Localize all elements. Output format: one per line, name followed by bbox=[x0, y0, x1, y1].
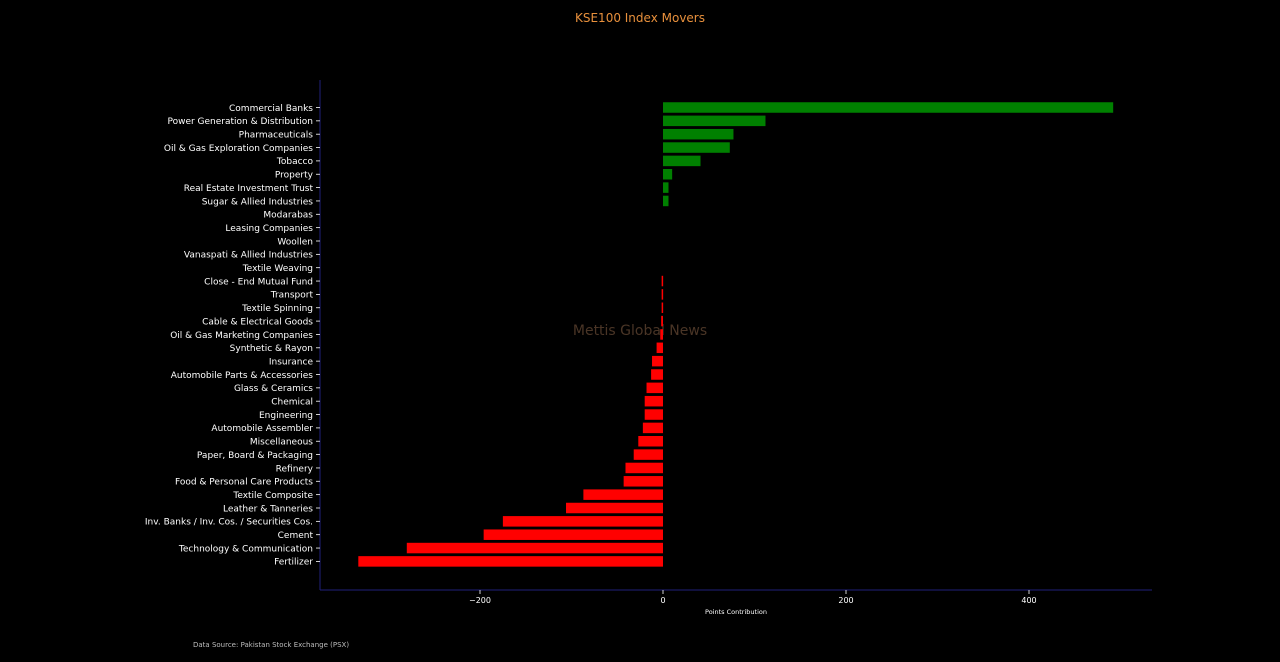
bar bbox=[660, 329, 663, 340]
y-tick-label: Automobile Assembler bbox=[211, 424, 313, 434]
y-tick-label: Textile Composite bbox=[232, 491, 313, 501]
bar bbox=[656, 342, 663, 354]
bar bbox=[663, 195, 669, 207]
y-tick-label: Pharmaceuticals bbox=[239, 131, 314, 141]
y-tick-label: Refinery bbox=[276, 464, 314, 474]
bar bbox=[623, 476, 663, 487]
y-tick-label: Leather & Tanneries bbox=[223, 504, 313, 514]
y-tick-label: Inv. Banks / Inv. Cos. / Securities Cos. bbox=[145, 518, 313, 528]
y-tick-label: Cement bbox=[278, 531, 314, 541]
bar bbox=[633, 449, 663, 460]
y-tick-label: Cable & Electrical Goods bbox=[202, 317, 313, 327]
y-tick-label: Vanaspati & Allied Industries bbox=[184, 251, 313, 261]
y-tick-label: Oil & Gas Marketing Companies bbox=[170, 331, 313, 341]
bar bbox=[652, 355, 663, 367]
y-tick-label: Transport bbox=[270, 291, 314, 301]
x-ticks: −200 0 200 400 bbox=[469, 590, 1037, 605]
y-tick-label: Property bbox=[275, 171, 314, 181]
bar bbox=[583, 489, 663, 500]
bar bbox=[661, 275, 664, 287]
y-tick-label: Sugar & Allied Industries bbox=[202, 197, 314, 207]
bar bbox=[406, 542, 663, 554]
x-axis-label: Points Contribution bbox=[705, 608, 767, 616]
y-tick-label: Modarabas bbox=[263, 211, 313, 221]
y-tick-label: Miscellaneous bbox=[250, 438, 313, 448]
x-tick-label: 0 bbox=[660, 596, 665, 605]
y-tick-label: Power Generation & Distribution bbox=[167, 117, 313, 127]
bar bbox=[358, 556, 663, 567]
y-tick-label: Leasing Companies bbox=[225, 224, 313, 234]
y-tick-label: Woollen bbox=[277, 237, 313, 247]
bar bbox=[566, 502, 663, 514]
y-tick-label: Synthetic & Rayon bbox=[230, 344, 313, 354]
bar bbox=[663, 102, 1114, 113]
bar bbox=[651, 369, 663, 380]
bar bbox=[663, 128, 734, 140]
bar bbox=[661, 315, 663, 327]
y-tick-label: Oil & Gas Exploration Companies bbox=[164, 144, 313, 154]
bar bbox=[663, 169, 673, 180]
y-tick-label: Insurance bbox=[269, 357, 314, 367]
x-tick-label: −200 bbox=[469, 596, 491, 605]
y-tick-label: Real Estate Investment Trust bbox=[184, 184, 314, 194]
bar bbox=[663, 115, 766, 127]
bar bbox=[663, 182, 669, 193]
y-tick-label: Automobile Parts & Accessories bbox=[171, 371, 314, 381]
x-tick-label: 200 bbox=[838, 596, 853, 605]
bar bbox=[663, 142, 730, 153]
bar bbox=[646, 382, 663, 394]
y-tick-labels: Commercial Banks Power Generation & Distr… bbox=[145, 104, 320, 568]
y-tick-label: Close - End Mutual Fund bbox=[204, 277, 313, 287]
bar bbox=[661, 289, 664, 300]
bar bbox=[638, 436, 663, 447]
watermark: Mettis Global News bbox=[573, 323, 707, 339]
bar bbox=[625, 462, 663, 474]
y-tick-label: Glass & Ceramics bbox=[234, 384, 313, 394]
y-tick-label: Tobacco bbox=[276, 157, 314, 167]
bar bbox=[642, 422, 663, 434]
bar bbox=[661, 302, 664, 313]
y-tick-label: Engineering bbox=[259, 411, 313, 421]
y-tick-label: Textile Spinning bbox=[241, 304, 313, 314]
y-tick-label: Food & Personal Care Products bbox=[175, 478, 313, 488]
y-tick-label: Technology & Communication bbox=[178, 544, 313, 554]
bar bbox=[483, 529, 663, 540]
bar bbox=[644, 409, 663, 420]
y-tick-label: Textile Weaving bbox=[242, 264, 313, 274]
y-tick-label: Commercial Banks bbox=[229, 104, 313, 114]
source-note: Data Source: Pakistan Stock Exchange (PS… bbox=[193, 641, 350, 649]
bars-group bbox=[358, 102, 1114, 567]
y-tick-label: Paper, Board & Packaging bbox=[197, 451, 313, 461]
bar bbox=[644, 395, 663, 407]
chart-title: KSE100 Index Movers bbox=[574, 11, 705, 25]
bar bbox=[502, 516, 664, 527]
bar bbox=[663, 155, 701, 167]
x-tick-label: 400 bbox=[1021, 596, 1036, 605]
y-tick-label: Fertilizer bbox=[274, 558, 313, 568]
y-tick-label: Chemical bbox=[271, 398, 313, 408]
